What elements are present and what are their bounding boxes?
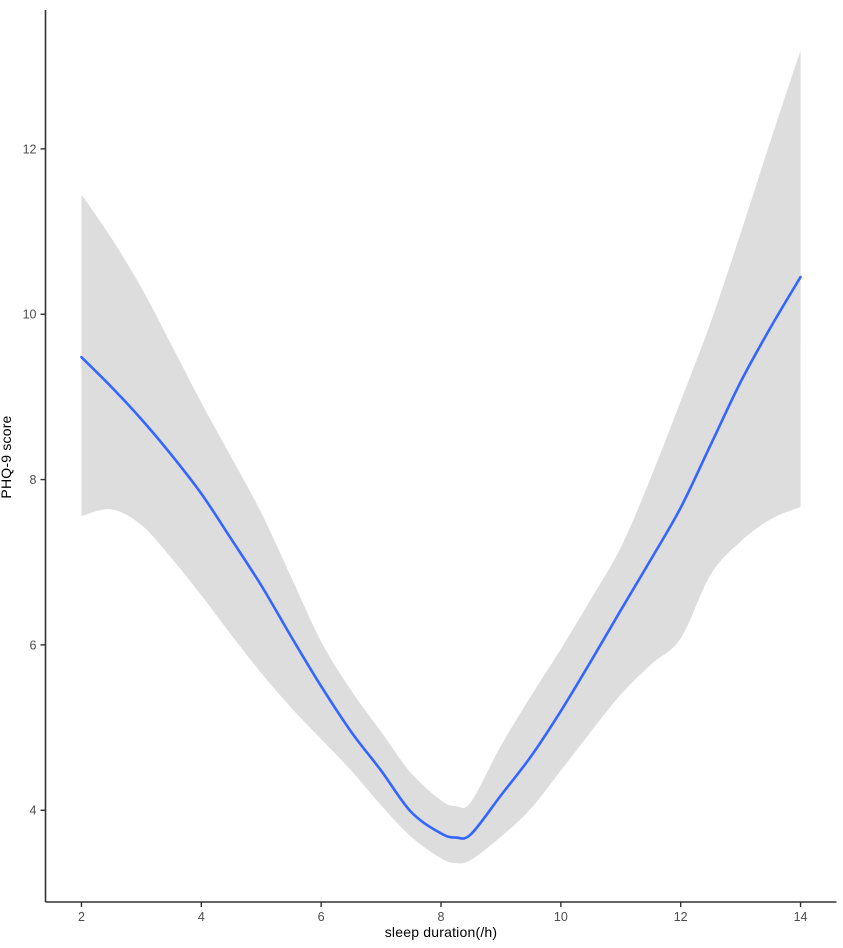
x-tick-label: 8 xyxy=(438,910,445,924)
y-tick-label: 8 xyxy=(30,473,37,487)
y-tick-label: 4 xyxy=(30,804,37,818)
x-tick-label: 14 xyxy=(794,910,808,924)
x-tick-label: 12 xyxy=(674,910,688,924)
y-axis-title: PHQ-9 score xyxy=(0,415,14,499)
smooth-line xyxy=(80,275,802,840)
x-tick-label: 2 xyxy=(78,910,85,924)
y-tick-label: 10 xyxy=(23,308,37,322)
x-tick-label: 4 xyxy=(198,910,205,924)
x-tick-label: 10 xyxy=(554,910,568,924)
y-tick-label: 6 xyxy=(30,638,37,652)
confidence-ribbon xyxy=(81,50,801,864)
x-axis-title: sleep duration(/h) xyxy=(384,924,498,940)
x-tick-label: 6 xyxy=(318,910,325,924)
y-tick-label: 12 xyxy=(23,142,37,156)
